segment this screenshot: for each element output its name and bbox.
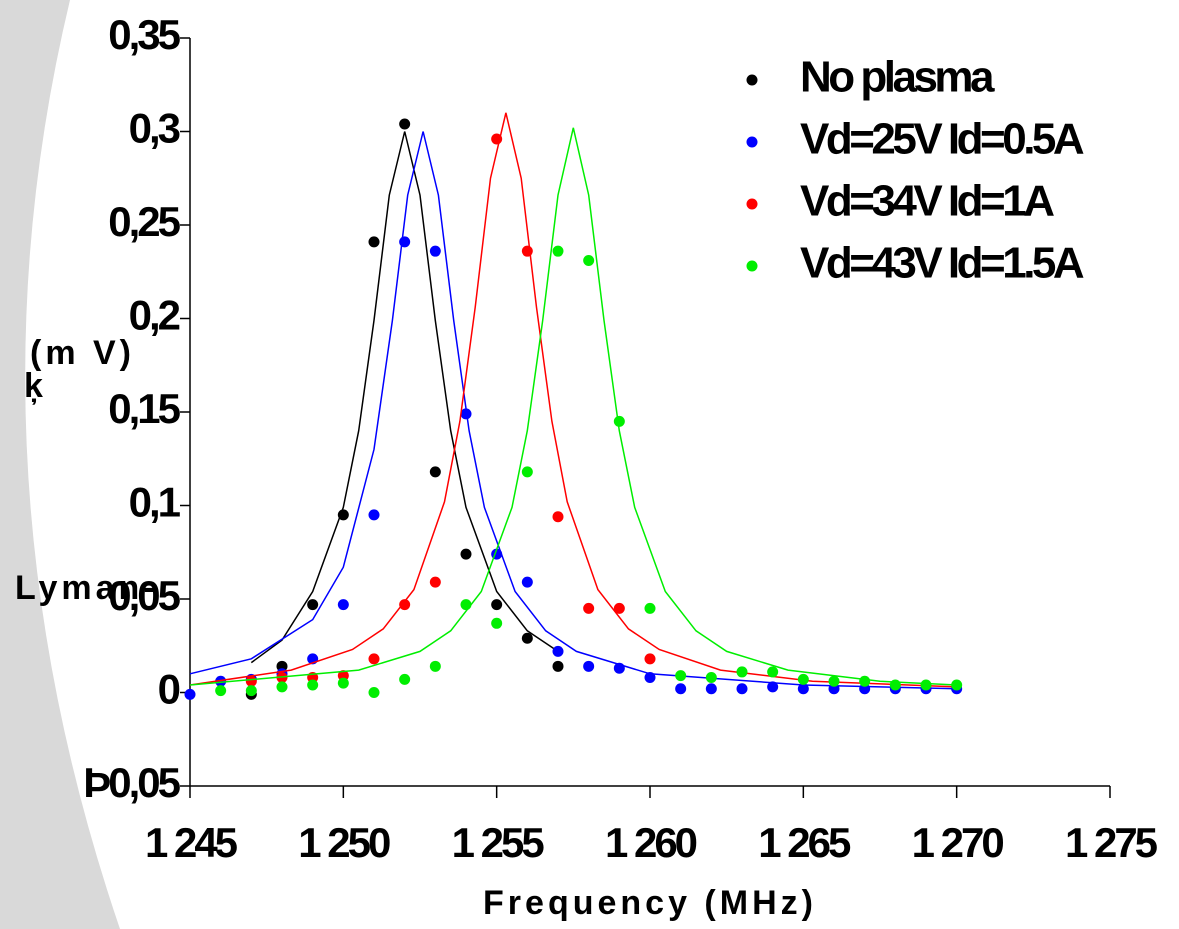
y-axis-label: Lyman- <box>15 569 159 607</box>
point <box>736 666 748 678</box>
point <box>337 677 349 689</box>
fit-line <box>189 131 957 690</box>
point <box>675 683 687 695</box>
point <box>767 666 779 678</box>
point <box>552 511 564 523</box>
point <box>399 673 411 685</box>
y-axis-label: (m V) <box>30 334 135 372</box>
point <box>337 599 349 611</box>
y-tick-label: 0,15 <box>108 385 180 432</box>
point <box>583 255 595 267</box>
point <box>613 602 625 614</box>
fit-line <box>189 112 957 688</box>
point <box>429 660 441 672</box>
y-tick-label: Þ0,05 <box>83 759 180 806</box>
point <box>736 683 748 695</box>
point <box>521 245 533 257</box>
x-tick-label: 1 255 <box>452 819 545 866</box>
point <box>552 245 564 257</box>
point <box>797 683 809 695</box>
fit-line <box>189 127 957 686</box>
background-arc <box>0 0 120 929</box>
point <box>460 599 472 611</box>
point <box>276 681 288 693</box>
legend-label: Vd=34V Id=1A <box>800 177 1054 226</box>
y-tick-label: 0,25 <box>108 198 180 245</box>
point <box>951 679 963 691</box>
point <box>859 675 871 687</box>
legend-label: Vd=43V Id=1.5A <box>800 239 1084 288</box>
point <box>920 679 932 691</box>
point <box>307 679 319 691</box>
point <box>644 602 656 614</box>
x-tick-label: 1 265 <box>758 819 851 866</box>
x-axis-label: Frequency (MHz) <box>483 884 817 922</box>
point <box>245 685 257 697</box>
point <box>644 653 656 665</box>
point <box>429 466 441 478</box>
legend-label: Vd=25V Id=0.5A <box>800 115 1084 164</box>
point <box>552 660 564 672</box>
point <box>368 653 380 665</box>
fit-line <box>250 131 559 664</box>
y-tick-label: 0,05 <box>108 572 180 619</box>
point <box>184 688 196 700</box>
point <box>583 602 595 614</box>
point <box>215 675 227 687</box>
y-axis-label: ķ <box>24 367 47 405</box>
point <box>767 681 779 693</box>
point <box>521 632 533 644</box>
point <box>399 118 411 130</box>
legend-marker <box>746 198 758 210</box>
point <box>337 509 349 521</box>
point <box>552 645 564 657</box>
point <box>399 599 411 611</box>
point <box>583 660 595 672</box>
y-tick-label: 0,3 <box>129 105 180 152</box>
point <box>215 685 227 697</box>
y-tick-label: 0,1 <box>129 479 181 526</box>
point <box>491 617 503 629</box>
point <box>368 509 380 521</box>
point <box>399 236 411 248</box>
point <box>705 683 717 695</box>
point <box>460 408 472 420</box>
x-tick-label: 1 260 <box>605 819 697 866</box>
point <box>429 576 441 588</box>
point <box>613 415 625 427</box>
point <box>644 672 656 684</box>
point <box>613 662 625 674</box>
x-tick-label: 1 275 <box>1065 819 1158 866</box>
y-tick-label: 0 <box>158 666 180 713</box>
point <box>828 675 840 687</box>
point <box>675 670 687 682</box>
x-tick-label: 1 245 <box>145 819 238 866</box>
point <box>429 245 441 257</box>
y-tick-label: 0,2 <box>129 292 180 339</box>
point <box>460 548 472 560</box>
y-tick-label: 0,35 <box>108 11 180 58</box>
legend-label: No plasma <box>800 53 995 102</box>
point <box>521 576 533 588</box>
point <box>368 687 380 698</box>
point <box>245 675 257 687</box>
legend-marker <box>746 136 758 148</box>
point <box>491 599 503 611</box>
point <box>307 599 319 611</box>
point <box>368 236 380 248</box>
x-tick-label: 1 250 <box>298 819 390 866</box>
point <box>705 672 717 684</box>
point <box>491 133 503 145</box>
point <box>521 466 533 478</box>
x-tick-label: 1 270 <box>912 819 1004 866</box>
legend-marker <box>746 260 758 272</box>
point <box>797 673 809 685</box>
point <box>889 679 901 691</box>
legend-marker <box>746 74 758 86</box>
